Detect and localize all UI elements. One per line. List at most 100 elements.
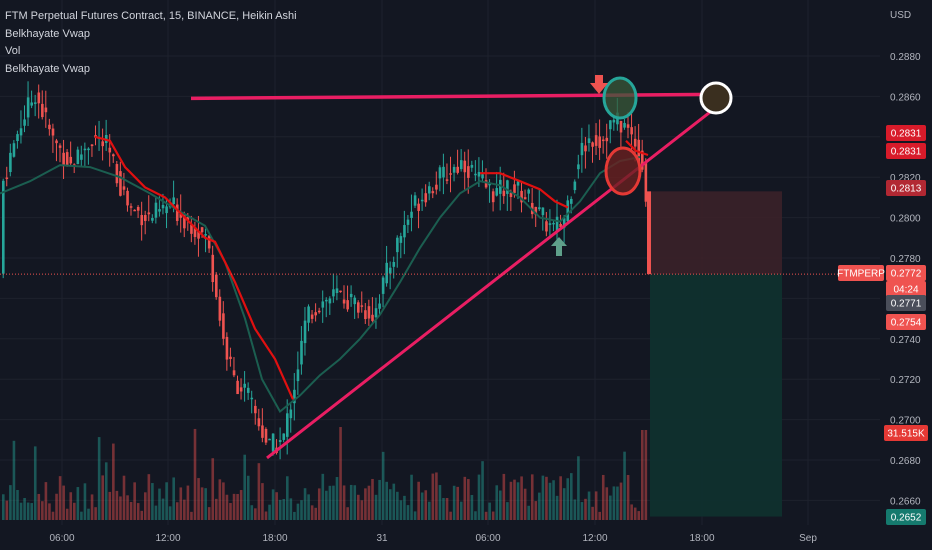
badge-symbol: FTMPERP [837,269,885,280]
candle-body [367,306,371,319]
legend-indicator-vwap[interactable]: Belkhayate Vwap [5,27,90,40]
candle-body [438,167,442,179]
candle-body [30,102,33,106]
candle-body [222,313,225,339]
volume-bar [573,499,577,520]
candle-body [463,160,467,173]
volume-bar [335,477,339,520]
volume-bar [204,488,207,520]
candle-body [484,180,488,188]
candle-body [626,124,630,128]
volume-bar [371,478,374,520]
candle-body [598,136,601,148]
candle-body [33,102,37,104]
candle-body [470,164,474,168]
candle-body [609,120,612,130]
volume-bar [527,505,530,520]
volume-bar [9,485,12,520]
candle-body [12,143,16,157]
candle-body [403,225,406,238]
candle-body [122,186,126,190]
volume-bar [296,503,300,520]
volume-bar [271,489,275,520]
volume-bar [385,481,388,520]
legend-indicator-vwap-2[interactable]: Belkhayate Vwap [5,62,90,75]
badge-last-price: 0.2772 [891,269,922,280]
volume-bar [200,487,204,520]
volume-bar [104,462,108,520]
volume-bar [23,497,26,520]
x-axis[interactable]: 06:00 12:00 18:00 31 06:00 12:00 18:00 Sep [49,533,817,544]
candle-body [5,177,9,180]
candle-body [87,148,90,151]
candle-body [200,227,204,233]
vwap-red-line-2 [480,172,569,209]
volume-bars [2,427,648,520]
candle-body [523,197,527,200]
candle-body [605,137,609,142]
volume-bar [58,476,62,520]
volume-bar [122,475,126,520]
volume-bar [229,503,232,520]
down-arrow-icon [590,75,608,94]
volume-bar [506,502,509,520]
candle-body [264,428,268,443]
candle-body [630,127,633,135]
candle-body [296,369,300,382]
candle-body [183,214,186,229]
candle-body [246,387,250,393]
volume-bar [605,487,609,520]
volume-bar [207,507,211,520]
volume-bar [459,501,463,520]
candle-body [44,107,48,113]
candle-body [587,138,591,143]
y-axis[interactable]: USD 0.2880 0.2860 0.2820 0.2800 0.2780 0.2740 0… [890,10,921,507]
volume-bar [51,511,55,520]
volume-bar [470,494,474,520]
candle-body [19,128,23,136]
volume-bar [168,506,172,520]
candle-body [513,184,516,193]
volume-bar [541,475,545,520]
candle-body [317,310,321,313]
candle-body [392,262,396,267]
volume-bar [222,482,225,520]
candle-body [172,197,175,205]
candle-body [577,164,580,170]
volume-bar [562,488,566,520]
volume-bar [232,493,236,520]
volume-bar [289,498,293,520]
candle-body [126,190,129,206]
candle-body [449,173,452,175]
badge-price-2: 0.2831 [891,147,922,158]
volume-bar [236,493,239,520]
candle-body [186,216,190,221]
volume-bar [293,511,296,520]
candle-body [410,211,413,218]
volume-bar [44,482,48,520]
candle-body [594,135,598,146]
volume-bar [186,485,190,520]
badge-price-4: 0.2771 [891,299,922,310]
x-tick-label: 06:00 [49,533,74,544]
volume-bar [211,458,215,520]
legend-indicator-vol[interactable]: Vol [5,45,21,57]
candle-body [108,147,112,153]
y-tick-label: 0.2880 [890,52,921,63]
volume-bar [154,505,158,520]
candle-body [112,154,115,157]
volume-bar [452,485,456,520]
candle-body [385,262,388,284]
volume-bar [630,504,633,520]
candle-body [175,204,179,221]
candle-body [165,206,168,214]
candle-body [353,297,357,305]
candle-body [413,195,417,206]
candle-body [388,267,392,274]
candle-body [570,198,573,204]
volume-bar [403,495,406,520]
volume-bar [5,500,9,520]
badge-price-2-bg [886,143,926,159]
candle-body [396,237,399,253]
